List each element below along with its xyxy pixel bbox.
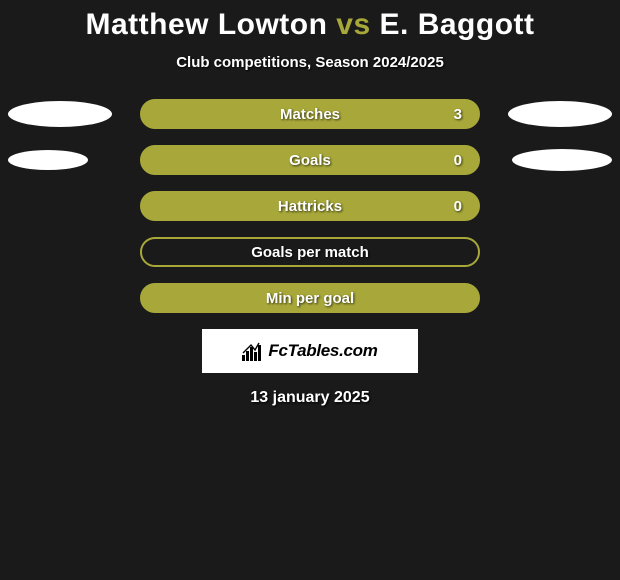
stat-rows: Matches 3 Goals 0 Hattricks 0 Goals xyxy=(0,99,620,313)
stat-value: 3 xyxy=(454,106,462,123)
stat-row: Goals 0 xyxy=(0,145,620,175)
comparison-title: Matthew Lowton vs E. Baggott xyxy=(0,8,620,42)
stat-value: 0 xyxy=(454,152,462,169)
logo-text: FcTables.com xyxy=(268,341,377,361)
subtitle: Club competitions, Season 2024/2025 xyxy=(0,54,620,71)
stat-bar: Min per goal xyxy=(140,283,480,313)
logo-box: FcTables.com xyxy=(202,329,418,373)
stat-bar: Hattricks 0 xyxy=(140,191,480,221)
stat-bar: Goals per match xyxy=(140,237,480,267)
stat-value: 0 xyxy=(454,198,462,215)
stat-label: Hattricks xyxy=(142,198,478,215)
player2-name: E. Baggott xyxy=(380,8,535,41)
stat-label: Matches xyxy=(142,106,478,123)
date-label: 13 january 2025 xyxy=(0,389,620,407)
stat-bar: Goals 0 xyxy=(140,145,480,175)
player1-name: Matthew Lowton xyxy=(85,8,327,41)
right-ellipse xyxy=(512,149,612,171)
stat-row: Min per goal xyxy=(0,283,620,313)
vs-label: vs xyxy=(336,8,370,41)
stat-label: Goals xyxy=(142,152,478,169)
left-ellipse xyxy=(8,101,112,127)
infographic-container: Matthew Lowton vs E. Baggott Club compet… xyxy=(0,0,620,580)
left-ellipse xyxy=(8,150,88,170)
stat-row: Matches 3 xyxy=(0,99,620,129)
right-ellipse xyxy=(508,101,612,127)
stat-label: Min per goal xyxy=(142,290,478,307)
stat-row: Goals per match xyxy=(0,237,620,267)
stat-bar: Matches 3 xyxy=(140,99,480,129)
stat-row: Hattricks 0 xyxy=(0,191,620,221)
fctables-logo-icon xyxy=(242,341,264,361)
stat-label: Goals per match xyxy=(142,244,478,261)
